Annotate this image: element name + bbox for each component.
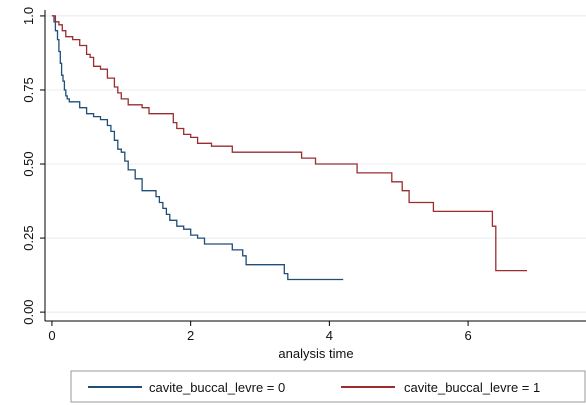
y-tick-label: 0.75 — [21, 77, 36, 102]
y-tick-label: 0.00 — [21, 299, 36, 324]
series-lines — [51, 15, 527, 281]
series-line-1 — [51, 15, 527, 272]
legend-label-0: cavite_buccal_levre = 0 — [149, 380, 285, 395]
x-tick-label: 6 — [464, 328, 471, 343]
x-axis-title: analysis time — [278, 346, 353, 361]
x-tick-label: 2 — [187, 328, 194, 343]
legend: cavite_buccal_levre = 0 cavite_buccal_le… — [70, 370, 586, 403]
legend-label-1: cavite_buccal_levre = 1 — [404, 380, 540, 395]
tick-layer: 0.00 0.25 0.50 0.75 1.0 0 2 4 6 — [21, 7, 472, 343]
y-tick-label: 0.50 — [21, 151, 36, 176]
x-tick-label: 0 — [48, 328, 55, 343]
series-line-0 — [51, 15, 344, 281]
y-tick-label: 0.25 — [21, 225, 36, 250]
axes — [44, 10, 586, 322]
y-tick-label: 1.0 — [21, 7, 36, 25]
x-tick-label: 4 — [326, 328, 333, 343]
legend-box — [70, 370, 586, 403]
